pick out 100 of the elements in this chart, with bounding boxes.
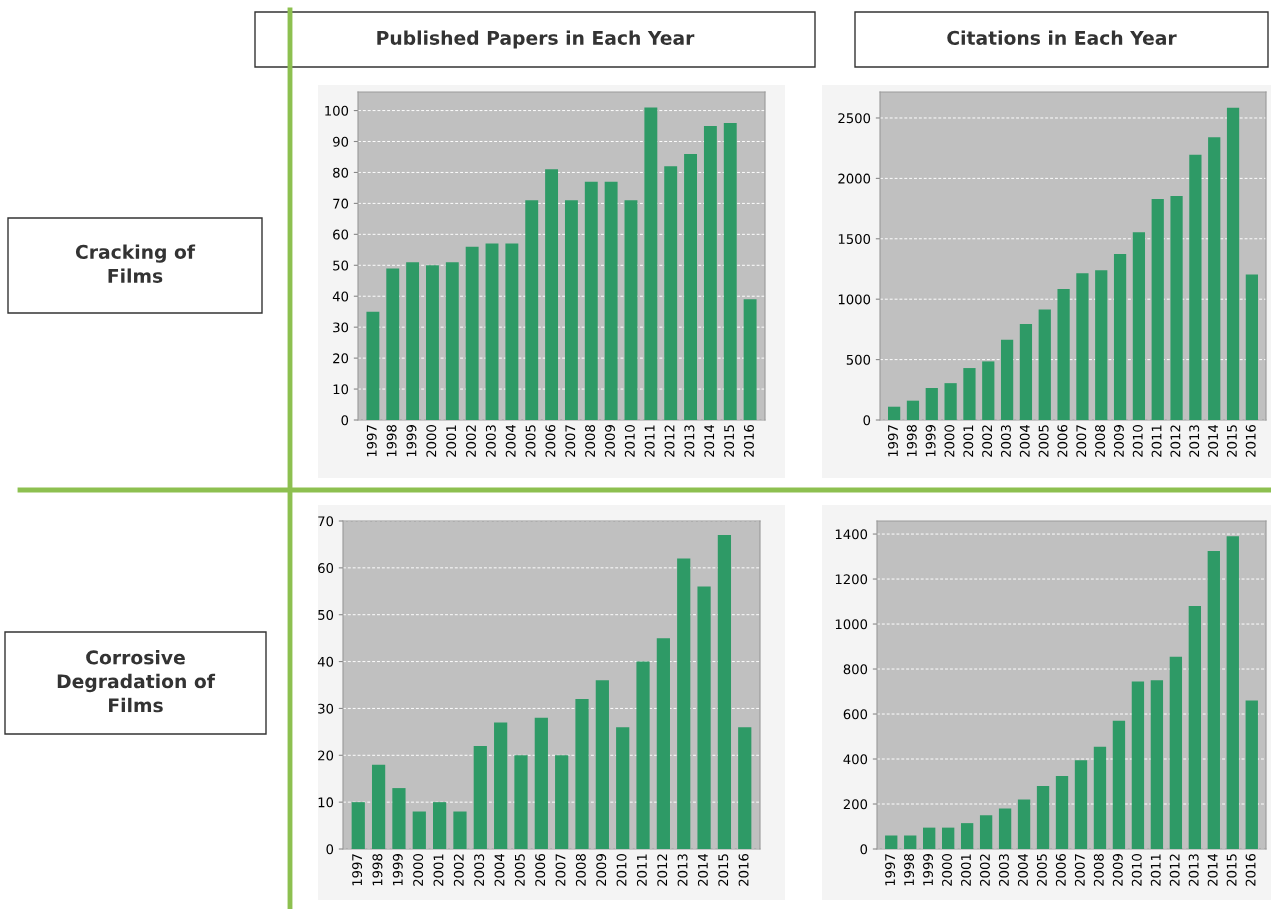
x-tick-label: 2016 bbox=[743, 425, 754, 457]
x-tick-label: 2003 bbox=[474, 854, 485, 886]
x-tick-label: 2007 bbox=[565, 425, 576, 457]
y-tick-label: 500 bbox=[846, 354, 871, 365]
y-tick-label: 50 bbox=[333, 260, 349, 271]
x-tick-label: 2002 bbox=[982, 425, 993, 457]
x-tick-label: 2004 bbox=[1019, 424, 1030, 457]
x-tick-label: 2000 bbox=[426, 425, 437, 457]
x-tick-label: 2005 bbox=[514, 854, 525, 886]
x-tick-label: 2008 bbox=[575, 854, 586, 886]
x-tick-label: 2009 bbox=[604, 425, 615, 457]
x-tick-label: 2002 bbox=[453, 854, 464, 886]
y-tick-label: 60 bbox=[333, 229, 349, 240]
x-tick-label: 2013 bbox=[684, 425, 695, 457]
x-tick-label: 2016 bbox=[1245, 425, 1256, 457]
x-tick-label: 2004 bbox=[1017, 853, 1028, 886]
y-tick-label: 20 bbox=[333, 353, 349, 364]
text: Cracking of Films bbox=[75, 244, 196, 283]
x-tick-label: 2006 bbox=[545, 425, 556, 457]
y-tick-label: 40 bbox=[332, 291, 349, 302]
x-tick-label: 2010 bbox=[1131, 854, 1142, 886]
y-tick-label: 70 bbox=[333, 198, 349, 209]
x-tick-label: 2006 bbox=[1055, 854, 1066, 886]
x-tick-label: 2010 bbox=[1132, 425, 1143, 457]
y-tick-label: 40 bbox=[317, 656, 334, 667]
y-tick-label: 70 bbox=[318, 516, 334, 527]
x-tick-label: 2002 bbox=[466, 425, 476, 457]
x-tick-label: 1999 bbox=[923, 854, 934, 886]
y-tick-label: 30 bbox=[318, 703, 334, 714]
y-tick-label: 1000 bbox=[835, 619, 868, 630]
x-tick-label: 2000 bbox=[413, 854, 424, 886]
y-tick-label: 100 bbox=[325, 105, 349, 116]
x-tick-label: 2016 bbox=[738, 854, 749, 886]
y-tick-label: 2500 bbox=[838, 113, 871, 124]
x-tick-label: 2012 bbox=[657, 854, 668, 886]
y-tick-label: 10 bbox=[333, 384, 349, 395]
y-tick-label: 1200 bbox=[835, 574, 868, 585]
x-tick-label: 2001 bbox=[433, 854, 444, 886]
text: Corrosive Degradation of Films bbox=[57, 650, 216, 713]
x-tick-label: 2015 bbox=[1226, 854, 1237, 886]
y-tick-label: 0 bbox=[326, 844, 334, 855]
y-tick-label: 50 bbox=[318, 609, 334, 620]
x-tick-label: 1998 bbox=[906, 425, 917, 457]
x-tick-label: 2008 bbox=[585, 425, 596, 457]
y-tick-label: 1500 bbox=[838, 234, 871, 244]
x-tick-label: 2011 bbox=[644, 425, 655, 457]
x-tick-label: 2011 bbox=[1150, 854, 1161, 886]
x-tick-label: 2003 bbox=[998, 854, 1009, 886]
x-tick-label: 2013 bbox=[1189, 425, 1200, 457]
y-tick-label: 0 bbox=[860, 844, 868, 855]
x-tick-label: 2000 bbox=[944, 425, 955, 457]
x-tick-label: 2014 bbox=[697, 853, 708, 886]
x-tick-label: 1999 bbox=[925, 425, 936, 457]
y-tick-label: 200 bbox=[843, 799, 868, 810]
y-tick-label: 800 bbox=[843, 664, 868, 675]
x-tick-label: 2008 bbox=[1093, 854, 1104, 886]
chart-title: Citations in Each Year bbox=[947, 30, 1177, 45]
x-tick-label: 1999 bbox=[406, 425, 417, 457]
x-tick-label: 2009 bbox=[1112, 854, 1123, 886]
x-tick-label: 2009 bbox=[596, 854, 607, 886]
y-tick-label: 20 bbox=[318, 750, 334, 761]
x-tick-label: 2013 bbox=[677, 854, 688, 886]
x-tick-label: 2001 bbox=[446, 425, 457, 457]
x-tick-label: 2015 bbox=[724, 425, 735, 457]
x-tick-label: 2007 bbox=[555, 854, 566, 886]
x-tick-label: 2014 bbox=[1207, 853, 1218, 886]
x-tick-label: 2005 bbox=[1038, 425, 1049, 457]
x-tick-label: 2012 bbox=[664, 425, 675, 457]
x-tick-label: 2002 bbox=[979, 854, 990, 886]
y-tick-label: 1000 bbox=[838, 294, 871, 305]
x-tick-label: 2000 bbox=[942, 854, 952, 886]
x-tick-label: 2007 bbox=[1076, 425, 1087, 457]
x-tick-label: 1997 bbox=[887, 425, 898, 457]
y-tick-label: 90 bbox=[333, 136, 349, 147]
x-tick-label: 2007 bbox=[1074, 854, 1085, 886]
x-tick-label: 2010 bbox=[616, 854, 627, 886]
x-tick-label: 1997 bbox=[366, 425, 377, 457]
y-tick-label: 400 bbox=[843, 754, 868, 765]
chart-title: Published Papers in Each Year bbox=[377, 30, 695, 49]
x-tick-label: 2013 bbox=[1188, 854, 1199, 886]
y-tick-label: 30 bbox=[333, 322, 349, 333]
y-tick-label: 0 bbox=[863, 415, 871, 426]
x-tick-label: 2006 bbox=[1057, 425, 1068, 457]
x-tick-label: 2001 bbox=[960, 854, 971, 886]
x-tick-label: 2014 bbox=[704, 424, 715, 457]
x-tick-label: 2009 bbox=[1113, 425, 1124, 457]
x-tick-label: 2012 bbox=[1170, 425, 1181, 457]
x-tick-label: 2004 bbox=[494, 853, 505, 886]
x-tick-label: 2012 bbox=[1169, 854, 1180, 886]
x-tick-label: 2011 bbox=[1151, 425, 1162, 457]
y-tick-label: 80 bbox=[333, 167, 349, 178]
x-tick-label: 2004 bbox=[505, 424, 516, 457]
x-tick-label: 2003 bbox=[485, 425, 496, 457]
x-tick-label: 2006 bbox=[535, 854, 546, 886]
y-tick-label: 2000 bbox=[838, 173, 871, 184]
x-tick-label: 2010 bbox=[624, 425, 635, 457]
x-tick-label: 2005 bbox=[525, 425, 536, 457]
y-tick-label: 0 bbox=[341, 415, 349, 426]
x-tick-label: 1998 bbox=[904, 854, 915, 886]
x-tick-label: 1998 bbox=[372, 854, 383, 886]
